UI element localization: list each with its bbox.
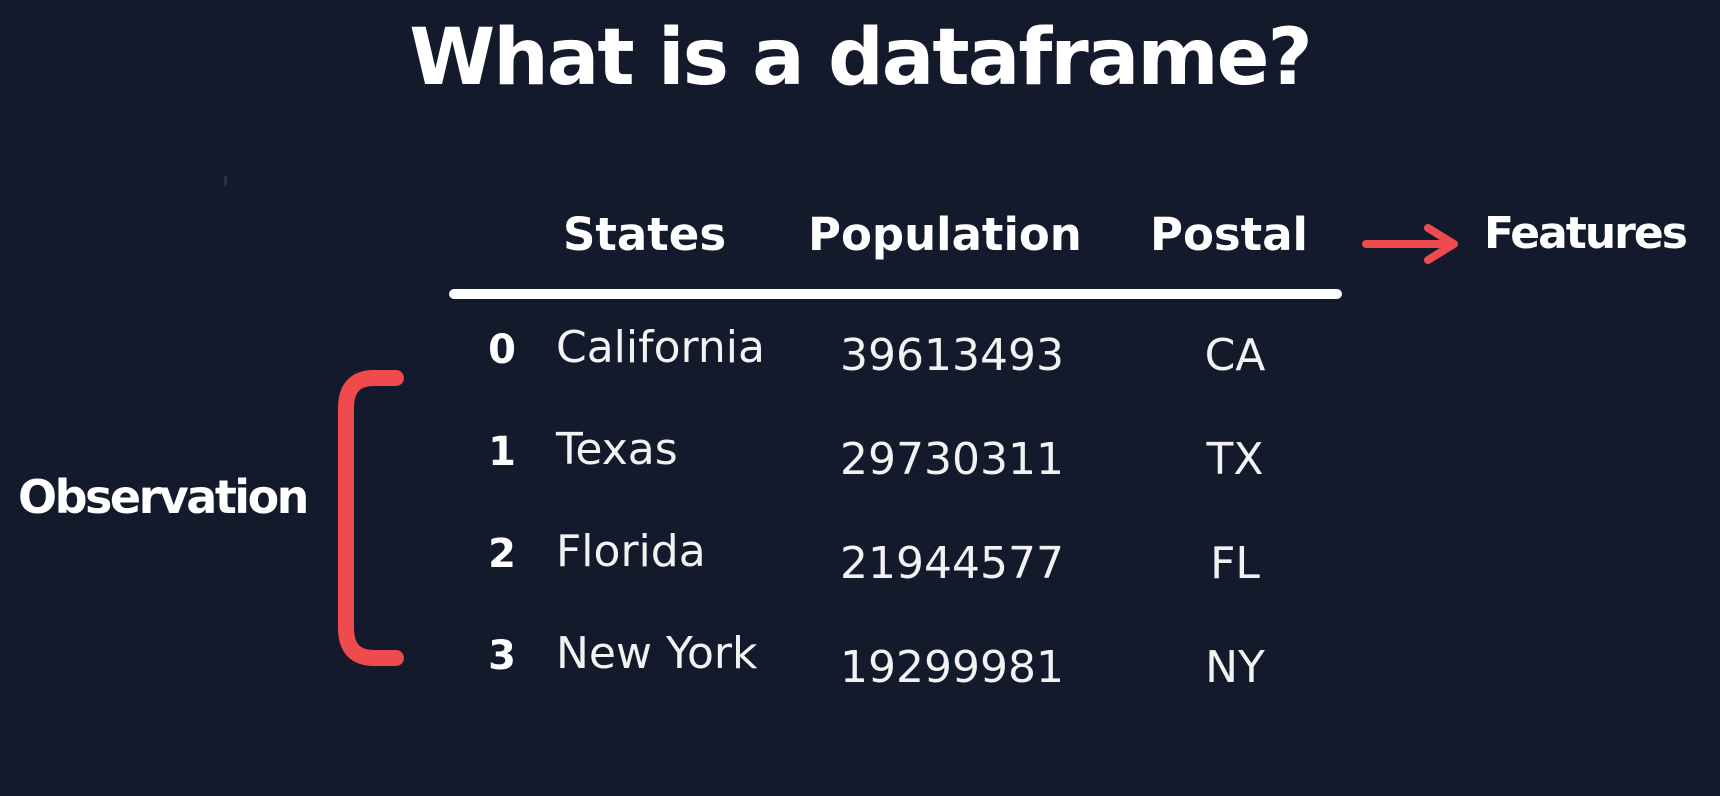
cell-population: 29730311 — [840, 434, 1064, 485]
row-index: 1 — [488, 429, 516, 475]
cell-postal: NY — [1205, 642, 1265, 693]
decorative-speck — [224, 176, 227, 186]
slide-title: What is a dataframe? — [409, 13, 1313, 103]
column-header-postal: Postal — [1150, 208, 1308, 261]
cell-population: 39613493 — [840, 330, 1064, 381]
right-arrow-icon — [1362, 224, 1458, 264]
cell-state: California — [556, 322, 765, 373]
cell-postal: TX — [1206, 434, 1264, 485]
cell-state: Texas — [556, 424, 678, 475]
row-index: 3 — [488, 633, 516, 679]
observation-label: Observation — [18, 470, 309, 524]
column-header-population: Population — [808, 208, 1082, 261]
cell-state: Florida — [556, 526, 706, 577]
row-index: 2 — [488, 531, 516, 577]
left-bracket-icon — [338, 370, 404, 666]
column-header-states: States — [563, 208, 727, 261]
cell-postal: CA — [1204, 330, 1266, 381]
cell-postal: FL — [1210, 538, 1260, 589]
row-index: 0 — [488, 327, 516, 373]
cell-population: 21944577 — [840, 538, 1064, 589]
features-label: Features — [1484, 208, 1688, 259]
cell-state: New York — [556, 628, 758, 679]
cell-population: 19299981 — [840, 642, 1064, 693]
header-divider — [449, 289, 1342, 299]
